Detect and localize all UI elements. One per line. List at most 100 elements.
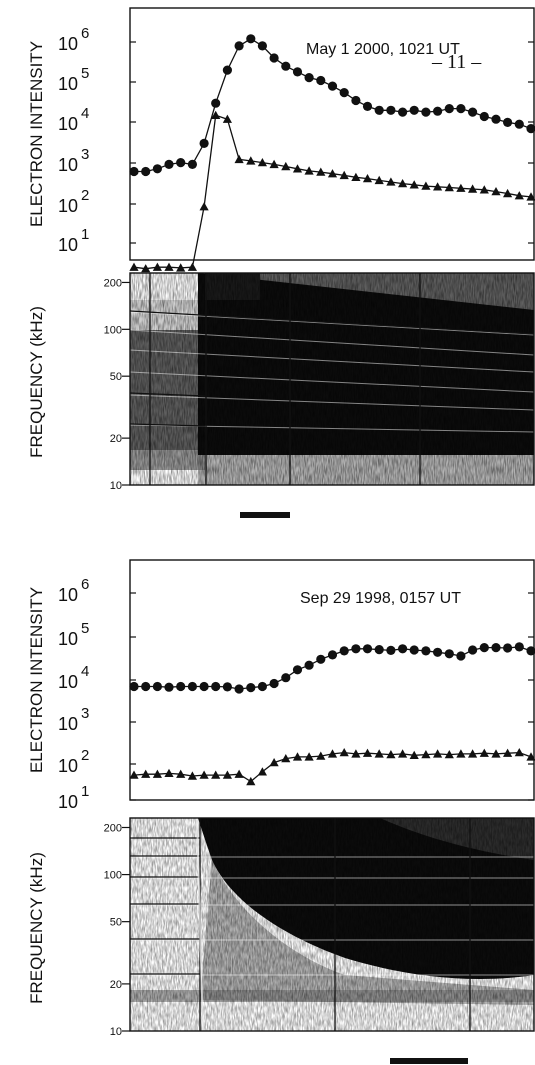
data-point-triangle bbox=[351, 749, 361, 758]
data-point-circle bbox=[468, 645, 478, 655]
data-point-triangle bbox=[398, 749, 408, 758]
data-point-triangle bbox=[234, 154, 244, 164]
data-point-circle bbox=[351, 95, 361, 106]
data-point-circle bbox=[246, 683, 256, 693]
y-tick-exponent: 5 bbox=[81, 65, 89, 82]
data-point-circle bbox=[176, 158, 186, 168]
data-point-triangle bbox=[292, 164, 303, 173]
data-point-triangle bbox=[222, 114, 232, 123]
data-point-circle bbox=[433, 106, 443, 116]
data-point-circle bbox=[456, 651, 466, 661]
data-point-triangle bbox=[479, 185, 489, 194]
data-point-triangle bbox=[304, 752, 314, 761]
panel-frame bbox=[129, 272, 535, 486]
data-point-circle bbox=[222, 682, 232, 692]
data-point-triangle bbox=[222, 770, 232, 779]
data-point-circle bbox=[421, 646, 431, 656]
data-point-circle bbox=[164, 159, 174, 169]
data-point-circle bbox=[292, 67, 303, 77]
y-tick-exponent: 6 bbox=[81, 25, 89, 42]
data-point-triangle bbox=[409, 750, 419, 759]
data-point-triangle bbox=[269, 159, 279, 169]
data-point-triangle bbox=[351, 172, 361, 181]
data-point-triangle bbox=[421, 181, 431, 190]
data-point-triangle bbox=[327, 169, 338, 178]
data-point-circle bbox=[456, 104, 466, 114]
y-tick-label: 10 bbox=[58, 114, 78, 134]
data-point-triangle bbox=[433, 182, 443, 191]
data-point-circle bbox=[246, 34, 256, 44]
data-point-triangle bbox=[152, 769, 162, 778]
data-point-circle bbox=[164, 682, 174, 692]
data-point-circle bbox=[129, 166, 139, 177]
data-point-triangle bbox=[421, 750, 431, 759]
y-tick-exponent: 2 bbox=[81, 187, 89, 204]
data-point-triangle bbox=[444, 182, 454, 192]
data-point-circle bbox=[304, 73, 314, 83]
data-point-circle bbox=[526, 646, 535, 656]
data-point-triangle bbox=[503, 188, 513, 198]
data-point-circle bbox=[141, 166, 151, 177]
data-point-triangle bbox=[199, 202, 209, 211]
data-point-circle bbox=[409, 105, 419, 115]
data-point-triangle bbox=[257, 158, 267, 167]
event-time-bar bbox=[240, 512, 290, 518]
event-time-bar bbox=[390, 1058, 468, 1064]
data-point-triangle bbox=[479, 748, 489, 757]
y-tick-exponent: 1 bbox=[81, 226, 89, 243]
spectrogram-image bbox=[130, 273, 534, 485]
y-tick-exponent: 6 bbox=[81, 576, 89, 593]
y-tick-label: 10 bbox=[110, 480, 122, 492]
data-point-circle bbox=[327, 650, 338, 660]
data-point-triangle bbox=[514, 191, 524, 200]
data-point-triangle bbox=[141, 769, 151, 778]
data-point-circle bbox=[187, 159, 197, 169]
y-tick-label: 50 bbox=[110, 917, 122, 929]
data-point-triangle bbox=[129, 262, 139, 271]
y-tick-labels: 200 100 50 20 10 bbox=[104, 822, 130, 1038]
y-tick-exponent: 5 bbox=[81, 620, 89, 637]
data-point-circle bbox=[327, 81, 338, 91]
y-tick-label: 10 bbox=[58, 756, 78, 776]
y-tick-label: 10 bbox=[58, 74, 78, 94]
data-point-triangle bbox=[164, 262, 174, 271]
data-point-circle bbox=[187, 681, 197, 692]
data-point-circle bbox=[374, 105, 384, 115]
data-point-triangle bbox=[514, 748, 524, 757]
data-point-triangle bbox=[456, 183, 466, 192]
data-point-circle bbox=[468, 107, 478, 117]
data-point-circle bbox=[514, 119, 524, 129]
panel-frame bbox=[129, 817, 535, 1032]
data-point-triangle bbox=[491, 749, 501, 758]
data-point-triangle bbox=[234, 769, 244, 778]
y-tick-label: 20 bbox=[110, 433, 122, 445]
data-point-triangle bbox=[211, 770, 221, 779]
y-tick-label: 10 bbox=[110, 1026, 122, 1038]
spectrogram-panel-1: FREQUENCY (kHz) 200 100 50 20 10 bbox=[27, 272, 535, 518]
data-point-circle bbox=[199, 681, 209, 692]
data-point-triangle bbox=[409, 180, 419, 189]
data-point-circle bbox=[479, 643, 489, 653]
series-group bbox=[129, 642, 535, 786]
data-point-triangle bbox=[456, 749, 466, 758]
y-axis-label: ELECTRON INTENSITY bbox=[27, 41, 46, 227]
data-point-circle bbox=[514, 642, 524, 652]
spectrogram-panel-2: FREQUENCY (kHz) 200 100 50 20 10 bbox=[27, 817, 535, 1064]
y-tick-label: 10 bbox=[58, 792, 78, 812]
data-point-triangle bbox=[304, 166, 314, 175]
data-point-triangle bbox=[444, 750, 454, 759]
data-point-circle bbox=[491, 114, 501, 124]
data-point-circle bbox=[503, 117, 513, 127]
data-point-triangle bbox=[187, 771, 197, 780]
data-point-circle bbox=[199, 138, 209, 148]
data-point-triangle bbox=[246, 156, 256, 165]
data-point-triangle bbox=[211, 110, 221, 119]
data-point-circle bbox=[409, 645, 419, 655]
data-point-triangle bbox=[164, 768, 174, 777]
data-point-triangle bbox=[526, 192, 535, 201]
y-tick-exponent: 4 bbox=[81, 663, 89, 680]
